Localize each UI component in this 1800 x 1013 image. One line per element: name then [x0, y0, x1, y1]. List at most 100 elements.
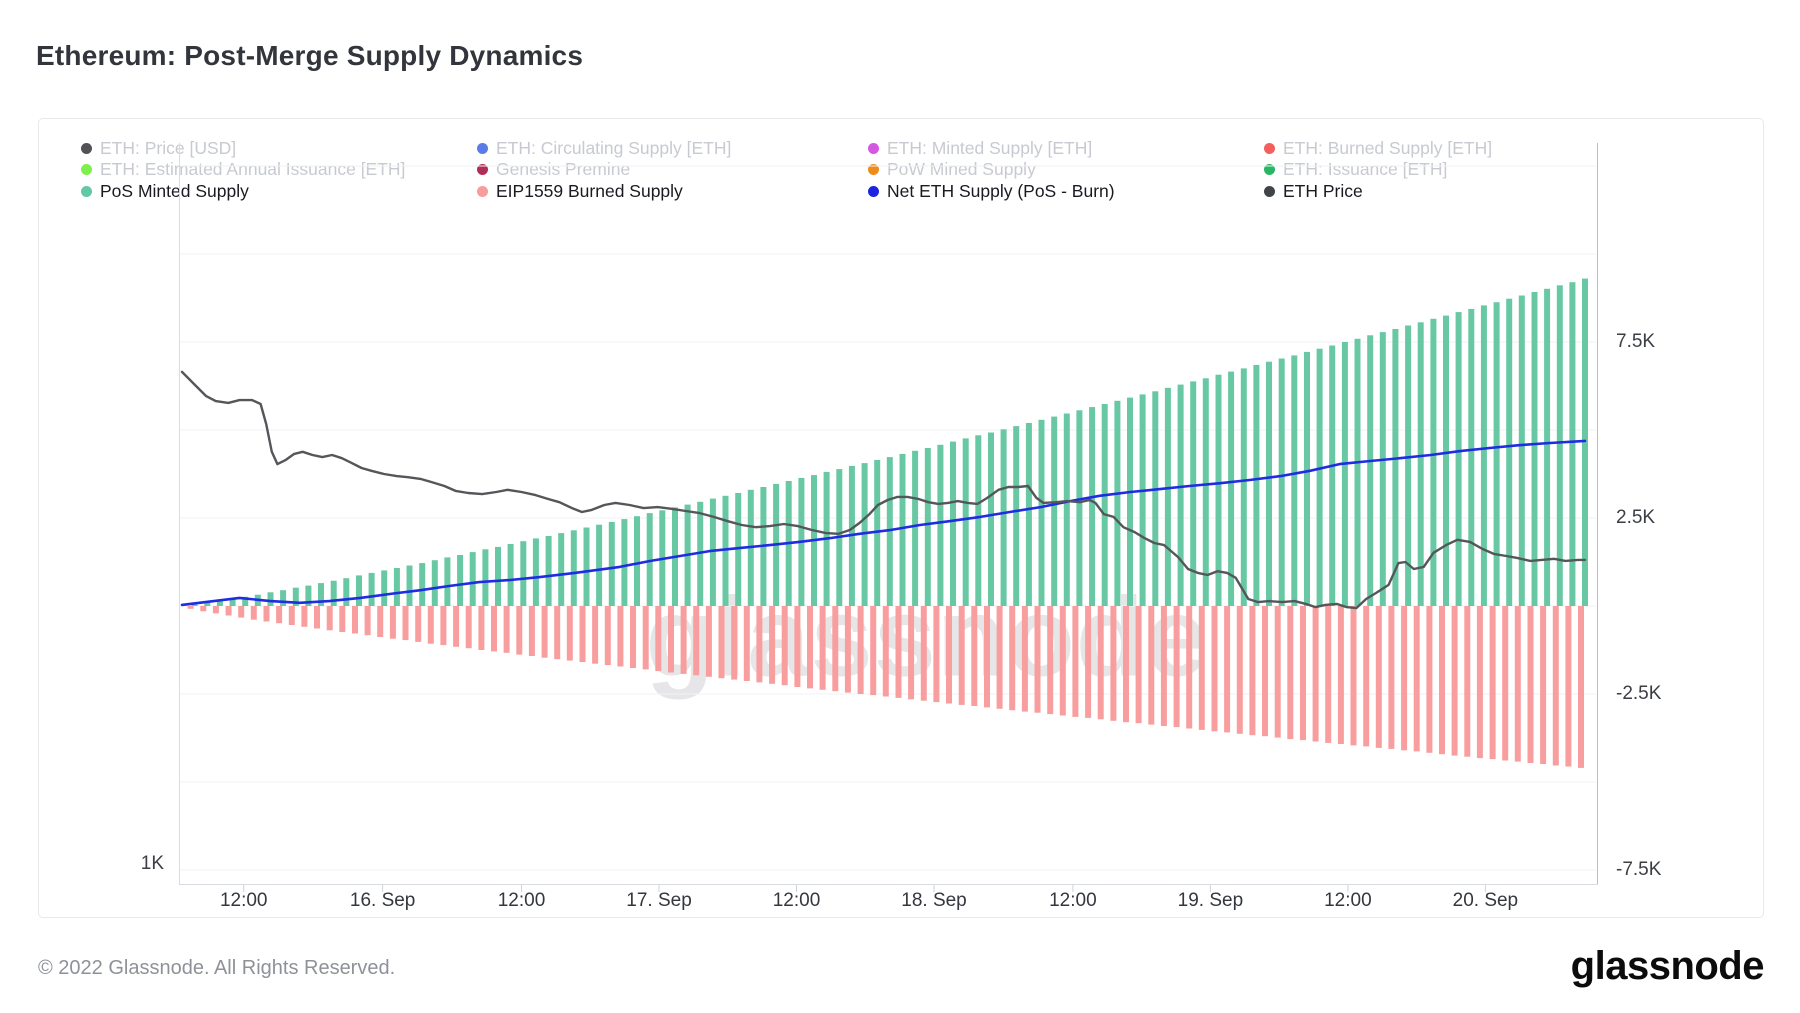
bar — [731, 606, 738, 680]
bar — [1240, 368, 1247, 606]
bar — [1325, 606, 1332, 743]
bar — [937, 444, 944, 606]
bar — [1493, 302, 1500, 606]
legend-item-pos-minted-supply[interactable]: PoS Minted Supply — [81, 181, 249, 201]
bar — [680, 606, 687, 674]
bar — [431, 560, 438, 606]
bar — [1527, 606, 1534, 763]
bar — [301, 606, 308, 627]
bar — [1337, 606, 1344, 744]
bar — [1025, 423, 1032, 606]
bar — [453, 606, 460, 647]
bar — [608, 521, 615, 606]
legend-item-pow-mined-supply[interactable]: PoW Mined Supply — [868, 159, 1036, 179]
legend-item-net-eth-supply-pos-burn[interactable]: Net ETH Supply (PoS - Burn) — [868, 181, 1115, 201]
bar — [1540, 606, 1547, 764]
legend-marker-icon — [868, 142, 879, 154]
bar — [1451, 606, 1458, 756]
bar — [212, 606, 219, 614]
bar — [1291, 355, 1298, 606]
x-axis-label: 12:00 — [219, 890, 268, 911]
bar — [1127, 397, 1133, 606]
y-axis-right-label: 2.5K — [1616, 507, 1656, 528]
bar — [1430, 318, 1437, 606]
bar — [655, 606, 662, 672]
footer-copyright: © 2022 Glassnode. All Rights Reserved. — [38, 957, 396, 979]
bar — [861, 463, 868, 606]
legend-item-eth-circulating-supply-eth[interactable]: ETH: Circulating Supply [ETH] — [477, 138, 731, 158]
bar — [267, 592, 274, 606]
page-title: Ethereum: Post-Merge Supply Dynamics — [36, 40, 584, 71]
bar — [292, 587, 299, 606]
bar — [621, 519, 628, 606]
legend-item-eth-price-usd[interactable]: ETH: Price [USD] — [81, 138, 236, 158]
bar — [819, 606, 826, 690]
bar — [908, 606, 915, 700]
series-net-eth-supply-line — [180, 439, 1587, 607]
legend-item-eth-price[interactable]: ETH Price — [1264, 181, 1363, 201]
legend-label: ETH: Estimated Annual Issuance [ETH] — [100, 158, 406, 179]
bar — [440, 606, 447, 646]
bar — [971, 606, 978, 706]
legend-marker-icon — [868, 185, 879, 197]
legend-item-eth-minted-supply-eth[interactable]: ETH: Minted Supply [ETH] — [868, 138, 1092, 158]
legend-item-genesis-premine[interactable]: Genesis Premine — [477, 159, 630, 179]
bar — [1148, 606, 1155, 725]
bar — [1139, 394, 1146, 606]
bar — [1565, 606, 1572, 767]
bar — [646, 513, 653, 606]
bar — [1089, 407, 1096, 606]
bar — [1211, 606, 1218, 732]
bar — [1021, 606, 1028, 712]
bar — [1038, 419, 1045, 606]
bar — [187, 606, 194, 609]
bar — [1468, 308, 1475, 606]
bar — [1135, 606, 1142, 724]
bar — [566, 606, 573, 661]
legend-label: ETH: Minted Supply [ETH] — [887, 137, 1093, 158]
bar — [1224, 606, 1231, 733]
bar — [356, 575, 362, 606]
bar — [541, 606, 548, 658]
bar — [1552, 606, 1559, 766]
legend-item-eip1559-burned-supply[interactable]: EIP1559 Burned Supply — [477, 181, 683, 201]
bar — [305, 585, 312, 606]
bar — [229, 599, 236, 606]
bar — [444, 557, 451, 606]
bar — [532, 538, 539, 606]
bar — [617, 606, 624, 667]
bar — [604, 606, 611, 666]
bar — [263, 606, 270, 622]
bar — [1228, 371, 1235, 606]
bar — [339, 606, 346, 632]
bar — [381, 570, 388, 606]
bar — [1514, 606, 1521, 762]
bar — [280, 590, 287, 606]
series-pos-minted-supply — [191, 278, 1588, 606]
bar — [899, 453, 906, 606]
bar — [1249, 606, 1256, 736]
bar — [419, 563, 426, 606]
legend-item-eth-issuance-eth[interactable]: ETH: Issuance [ETH] — [1264, 159, 1447, 179]
bar — [857, 606, 864, 694]
bar — [482, 549, 489, 606]
legend-marker-icon — [81, 163, 92, 175]
legend-label: ETH: Price [USD] — [100, 137, 237, 158]
legend-label: PoW Mined Supply — [887, 158, 1036, 179]
legend-item-eth-estimated-annual-issuance-eth[interactable]: ETH: Estimated Annual Issuance [ETH] — [81, 159, 405, 179]
legend-label: Genesis Premine — [496, 158, 631, 179]
bar — [250, 606, 257, 620]
bar — [1363, 606, 1370, 747]
legend-label: EIP1559 Burned Supply — [496, 180, 683, 201]
bar — [200, 606, 207, 612]
bar — [1097, 606, 1104, 720]
y-axis-right-label: -7.5K — [1616, 859, 1662, 880]
bar — [204, 602, 211, 606]
bar — [1051, 416, 1058, 606]
legend-label: PoS Minted Supply — [100, 180, 249, 201]
legend-marker-icon — [1264, 142, 1275, 154]
bar — [1464, 606, 1471, 757]
legend-marker-icon — [477, 185, 488, 197]
bar — [415, 606, 422, 642]
legend-item-eth-burned-supply-eth[interactable]: ETH: Burned Supply [ETH] — [1264, 138, 1492, 158]
